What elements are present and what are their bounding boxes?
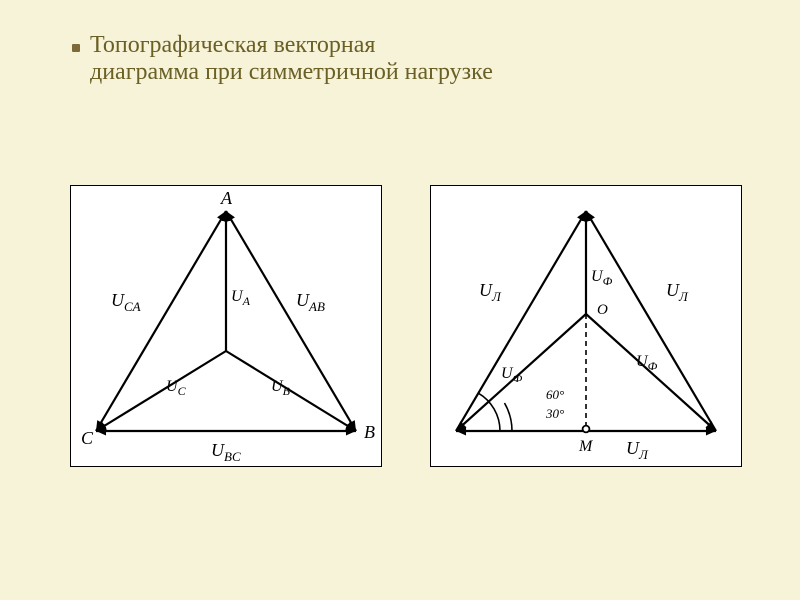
svg-text:UФ: UФ: [501, 365, 523, 385]
svg-text:UЛ: UЛ: [626, 438, 649, 462]
svg-text:UA: UA: [231, 288, 251, 308]
svg-text:UФ: UФ: [591, 268, 613, 288]
svg-text:UФ: UФ: [636, 353, 658, 373]
svg-text:UЛ: UЛ: [479, 280, 502, 304]
right-diagram-svg: UЛ UЛ UЛ UФ UФ UФ O M 60° 30°: [431, 186, 741, 466]
svg-text:UB: UB: [271, 378, 291, 398]
svg-text:UAB: UAB: [296, 290, 325, 314]
svg-text:A: A: [220, 188, 233, 208]
svg-text:O: O: [597, 302, 608, 318]
svg-text:UBC: UBC: [211, 440, 241, 464]
svg-text:C: C: [81, 428, 94, 448]
svg-text:M: M: [578, 438, 594, 455]
svg-text:B: B: [364, 422, 375, 442]
right-diagram-panel: UЛ UЛ UЛ UФ UФ UФ O M 60° 30°: [430, 185, 742, 467]
left-diagram-svg: A B C UA UB UC UAB UBC UCA: [71, 186, 381, 466]
svg-text:60°: 60°: [546, 387, 564, 402]
svg-text:30°: 30°: [545, 406, 564, 421]
title-bullet: [72, 44, 80, 52]
svg-text:UC: UC: [166, 378, 187, 398]
svg-text:UЛ: UЛ: [666, 280, 689, 304]
slide-title: Топографическая векторная диаграмма при …: [90, 32, 493, 86]
svg-text:UCA: UCA: [111, 290, 141, 314]
left-diagram-panel: A B C UA UB UC UAB UBC UCA: [70, 185, 382, 467]
